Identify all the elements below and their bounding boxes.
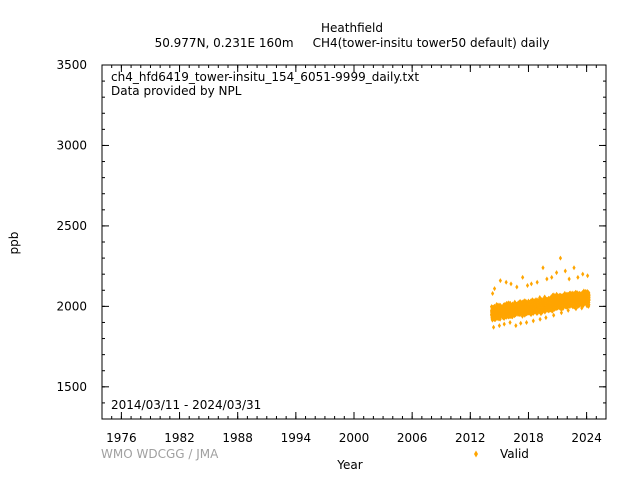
data-point xyxy=(585,288,589,294)
y-tick-label: 3000 xyxy=(56,138,87,152)
x-tick-label: 1976 xyxy=(106,431,137,445)
data-point xyxy=(498,316,502,322)
data-point xyxy=(571,290,575,296)
x-tick-label: 2000 xyxy=(339,431,370,445)
y-tick-label: 2500 xyxy=(56,219,87,233)
data-point xyxy=(558,255,563,261)
data-point xyxy=(530,297,535,303)
y-tick-label: 1500 xyxy=(56,380,87,394)
data-point xyxy=(515,284,519,290)
data-point xyxy=(514,323,518,329)
data-point xyxy=(524,319,529,325)
chart-title: Heathfield xyxy=(321,21,383,35)
data-point xyxy=(582,288,586,294)
data-point xyxy=(504,279,508,285)
data-point xyxy=(519,320,523,326)
data-point xyxy=(492,286,497,292)
data-point xyxy=(559,292,563,298)
data-point xyxy=(508,319,512,325)
provider-annotation: Data provided by NPL xyxy=(111,84,242,98)
legend-marker xyxy=(474,450,478,458)
legend: Valid xyxy=(474,447,529,461)
data-point xyxy=(574,303,578,309)
y-tick-label: 2000 xyxy=(56,299,87,313)
data-point xyxy=(566,307,570,313)
filename-annotation: ch4_hfd6419_tower-insitu_154_6051-9999_d… xyxy=(111,70,419,84)
data-point xyxy=(541,265,545,271)
data-point xyxy=(538,295,542,301)
data-point xyxy=(554,270,559,276)
y-axis-label: ppb xyxy=(7,232,21,255)
data-point xyxy=(523,312,527,318)
x-axis-label: Year xyxy=(336,458,362,472)
data-point xyxy=(529,281,533,287)
data-point xyxy=(572,265,576,271)
data-point xyxy=(559,310,564,316)
data-point xyxy=(550,308,555,314)
data-point xyxy=(538,316,542,322)
x-axis-tick-labels: 1976 1982 1988 1994 2000 2006 2012 2018 2024 xyxy=(106,431,602,445)
x-tick-label: 2024 xyxy=(571,431,602,445)
x-tick-label: 1982 xyxy=(164,431,195,445)
axis-ticks xyxy=(101,64,607,420)
data-point xyxy=(521,274,525,280)
data-point xyxy=(583,288,588,294)
x-tick-label: 2018 xyxy=(513,431,544,445)
x-tick-label: 1994 xyxy=(281,431,312,445)
data-point xyxy=(531,318,535,324)
data-point xyxy=(586,303,591,309)
data-point xyxy=(536,310,540,316)
data-point xyxy=(563,290,567,296)
x-tick-label: 2012 xyxy=(455,431,486,445)
data-point xyxy=(585,273,590,279)
data-point xyxy=(491,324,496,330)
legend-label-valid: Valid xyxy=(500,447,529,461)
data-point xyxy=(535,279,539,285)
data-point xyxy=(587,295,591,301)
data-point xyxy=(495,302,500,308)
data-point xyxy=(498,278,502,284)
credit-text: WMO WDCGG / JMA xyxy=(101,447,219,461)
x-tick-label: 1988 xyxy=(222,431,253,445)
plot-area xyxy=(101,64,607,420)
y-tick-label: 3500 xyxy=(56,58,87,72)
data-point xyxy=(525,282,530,288)
data-point xyxy=(550,274,554,280)
data-point xyxy=(580,305,584,311)
data-point xyxy=(497,323,501,329)
data-point xyxy=(552,312,556,318)
data-point xyxy=(563,268,567,274)
y-axis-tick-labels: 1500 2000 2500 3000 3500 xyxy=(56,58,87,394)
data-point xyxy=(491,290,495,296)
data-point xyxy=(574,306,578,312)
data-point xyxy=(581,271,585,277)
data-point xyxy=(545,276,549,282)
data-point xyxy=(567,276,571,282)
date-range-annotation: 2014/03/11 - 2024/03/31 xyxy=(111,398,261,412)
x-tick-label: 2006 xyxy=(397,431,428,445)
chart-subtitle: 50.977N, 0.231E 160m CH4(tower-insitu to… xyxy=(155,36,550,50)
data-point xyxy=(502,321,506,327)
data-points xyxy=(489,255,591,330)
data-point xyxy=(576,274,580,280)
data-point xyxy=(526,298,531,304)
data-point xyxy=(544,315,548,321)
data-point xyxy=(509,281,513,287)
